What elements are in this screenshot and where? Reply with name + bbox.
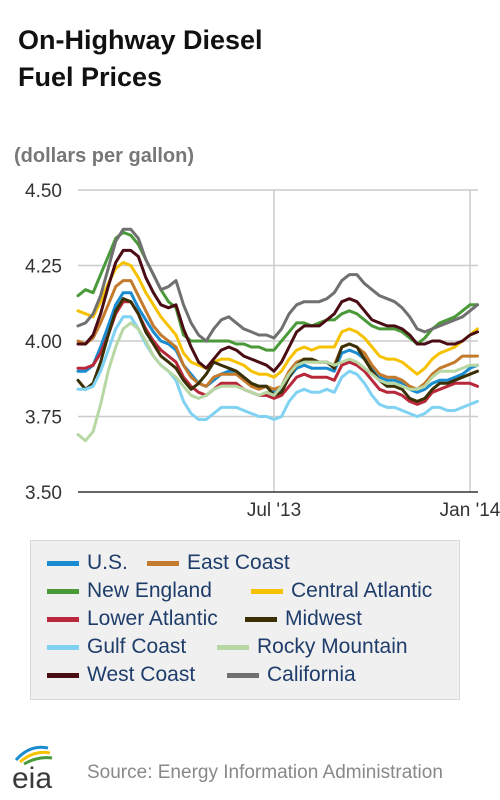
chart-title: On-Highway Diesel Fuel Prices [18, 22, 478, 96]
line-chart: 3.50 3.75 4.00 4.25 4.50 Jul '13 Jan '14 [25, 181, 500, 521]
y-tick-label: 4.25 [25, 257, 62, 278]
legend-swatch [251, 589, 283, 594]
legend-label: Lower Atlantic [87, 607, 218, 630]
legend-swatch [217, 645, 249, 650]
legend-label: Midwest [285, 607, 363, 630]
legend-label: Central Atlantic [291, 579, 433, 602]
chart-title-line-2: Fuel Prices [18, 62, 163, 92]
legend-swatch [245, 617, 277, 622]
eia-logo-icon: eia [12, 745, 52, 794]
y-tick-label: 4.00 [25, 332, 62, 353]
legend-swatch [147, 561, 179, 566]
legend-label: Gulf Coast [87, 635, 187, 658]
x-tick-label: Jul '13 [247, 500, 301, 521]
legend-label: East Coast [187, 551, 290, 574]
legend-label: U.S. [87, 551, 128, 574]
legend-swatch [47, 673, 79, 678]
series-line-west-coast [76, 248, 479, 373]
legend-label: California [267, 663, 356, 686]
legend-swatch [227, 673, 259, 678]
units-label: (dollars per gallon) [14, 145, 195, 167]
legend-swatch [47, 589, 79, 594]
series-line-east-coast [76, 279, 479, 391]
source-note: Source: Energy Information Administratio… [87, 762, 443, 783]
y-tick-label: 4.50 [25, 181, 62, 202]
series-line-rocky-mountain [76, 321, 479, 443]
series-lines [76, 227, 479, 443]
y-tick-label: 3.75 [25, 408, 62, 429]
series-line-california [76, 227, 479, 343]
legend: U.S. East Coast New England Central Atlanti… [30, 540, 460, 700]
legend-swatch [47, 617, 79, 622]
series-line-midwest [76, 297, 479, 403]
legend-label: West Coast [87, 663, 196, 686]
y-tick-label: 3.50 [25, 483, 62, 504]
legend-swatch [47, 561, 79, 566]
logo-text: eia [12, 762, 52, 794]
grid [78, 189, 478, 492]
legend-swatch [47, 645, 79, 650]
x-tick-label: Jan '14 [440, 500, 500, 521]
series-line-central-atlantic [76, 261, 479, 379]
tick-labels: 3.50 3.75 4.00 4.25 4.50 Jul '13 Jan '14 [25, 181, 500, 521]
legend-label: New England [87, 579, 212, 602]
legend-label: Rocky Mountain [257, 635, 408, 658]
chart-title-line-1: On-Highway Diesel [18, 25, 263, 55]
